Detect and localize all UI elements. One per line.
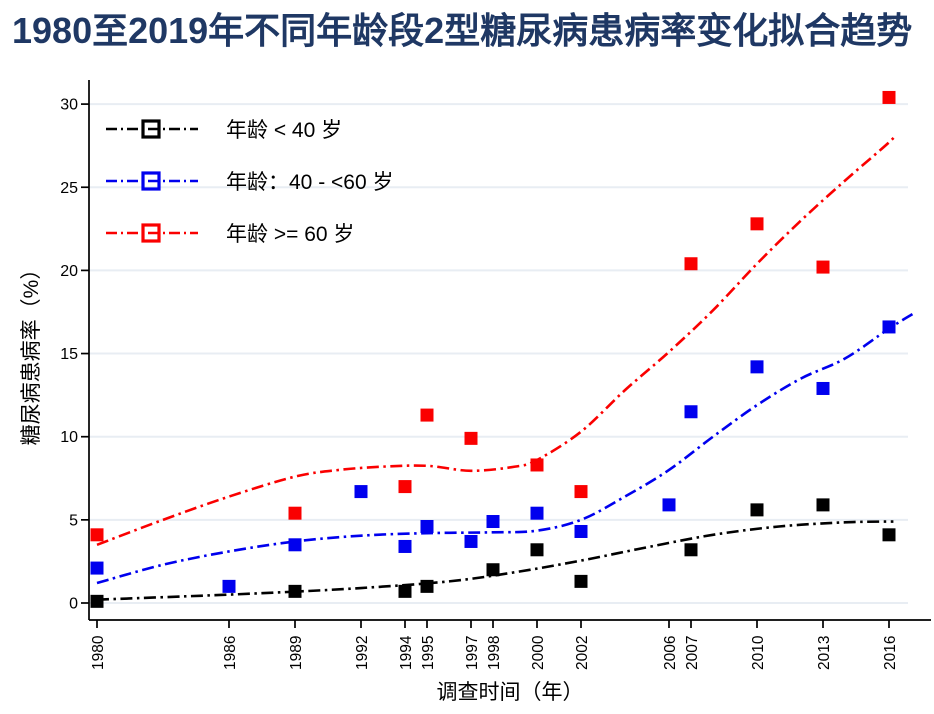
legend-item-over60: 年龄 >= 60 岁 (104, 216, 393, 249)
x-tick-label: 1998 (486, 636, 503, 670)
trend-line (96, 520, 894, 601)
x-tick-label: 1980 (90, 635, 107, 670)
x-axis-title: 调查时间（年） (436, 681, 584, 704)
y-tick-label: 30 (60, 97, 78, 114)
legend-item-under40: 年龄 < 40 岁 (104, 112, 393, 145)
x-tick-label: 2007 (684, 636, 701, 670)
x-tick-label: 1995 (420, 636, 437, 670)
data-point (684, 543, 698, 557)
data-point (750, 360, 764, 374)
data-point (486, 515, 500, 529)
data-point (750, 217, 764, 231)
data-point (574, 524, 588, 538)
data-point (420, 579, 434, 593)
data-point (420, 520, 434, 534)
x-tick-label: 1986 (222, 636, 239, 670)
data-point (882, 528, 896, 542)
data-point (816, 498, 830, 512)
data-point (398, 539, 412, 553)
x-tick-label: 2013 (816, 636, 833, 670)
x-tick-label: 1989 (288, 636, 305, 670)
data-point (684, 257, 698, 271)
data-point (398, 584, 412, 598)
data-point (420, 408, 434, 422)
data-point (662, 498, 676, 512)
page-title: 1980至2019年不同年龄段2型糖尿病患病率变化拟合趋势 (12, 10, 913, 51)
data-point (486, 563, 500, 577)
data-point (816, 260, 830, 274)
data-point (882, 320, 896, 334)
x-tick-label: 2000 (530, 635, 547, 670)
x-tick-label: 1992 (354, 636, 371, 670)
data-point (750, 503, 764, 517)
legend-key-line-square-icon (106, 170, 198, 191)
y-tick-label: 0 (69, 596, 78, 613)
data-point (530, 543, 544, 557)
chart-legend: 年龄 < 40 岁 年龄：40 - <60 岁 年龄 >= 60 岁 (104, 112, 393, 249)
data-point (354, 485, 368, 499)
y-axis-title: 糖尿病患病率（%） (20, 258, 43, 446)
data-point (398, 480, 412, 494)
data-point (90, 528, 104, 542)
x-tick-label: 2002 (574, 636, 591, 670)
legend-label: 年龄：40 - <60 岁 (226, 170, 394, 194)
y-tick-label: 25 (60, 180, 78, 197)
data-point (464, 431, 478, 445)
y-tick-label: 20 (60, 263, 78, 280)
x-tick-label: 1997 (464, 636, 481, 670)
data-point (530, 458, 544, 472)
x-tick-label: 2010 (750, 635, 767, 670)
trend-line (96, 312, 914, 585)
data-point (464, 534, 478, 548)
data-point (530, 506, 544, 520)
data-point (90, 594, 104, 608)
data-point (684, 405, 698, 419)
data-point (288, 584, 302, 598)
legend-item-40to60: 年龄：40 - <60 岁 (104, 164, 393, 197)
data-point (288, 538, 302, 552)
x-tick-label: 2006 (662, 636, 679, 670)
y-tick-label: 10 (60, 429, 78, 446)
data-point (882, 90, 896, 104)
data-point (816, 381, 830, 395)
y-tick-label: 5 (69, 512, 78, 529)
data-point (574, 574, 588, 588)
data-point (574, 485, 588, 499)
legend-label: 年龄 >= 60 岁 (226, 222, 355, 246)
x-tick-label: 2016 (882, 636, 899, 670)
data-point (90, 561, 104, 575)
data-point (288, 506, 302, 520)
legend-label: 年龄 < 40 岁 (226, 118, 343, 142)
y-tick-label: 15 (60, 346, 78, 363)
legend-key-line-square-icon (106, 118, 198, 139)
data-point (222, 579, 236, 593)
x-tick-label: 1994 (398, 635, 415, 670)
legend-key-line-square-icon (106, 222, 198, 243)
